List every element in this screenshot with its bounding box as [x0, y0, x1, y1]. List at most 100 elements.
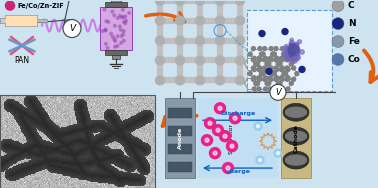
Circle shape [124, 15, 127, 18]
Circle shape [175, 0, 184, 5]
Circle shape [254, 62, 258, 66]
Circle shape [291, 44, 296, 49]
Circle shape [266, 68, 272, 74]
Circle shape [63, 20, 81, 38]
Circle shape [113, 24, 116, 27]
Circle shape [280, 47, 284, 51]
Circle shape [332, 18, 344, 30]
Bar [198, 98, 278, 178]
Circle shape [259, 72, 263, 76]
Circle shape [256, 156, 264, 164]
Circle shape [274, 58, 278, 62]
Circle shape [256, 62, 260, 66]
Circle shape [284, 54, 290, 60]
Circle shape [103, 8, 106, 11]
Circle shape [284, 52, 288, 56]
Circle shape [107, 20, 110, 23]
Bar [37, 19, 47, 22]
Circle shape [282, 72, 286, 76]
Text: C: C [348, 1, 355, 10]
Circle shape [261, 52, 265, 56]
Circle shape [195, 0, 204, 5]
Circle shape [218, 106, 222, 110]
Circle shape [256, 81, 260, 85]
Circle shape [271, 52, 275, 56]
Circle shape [268, 76, 272, 80]
Circle shape [293, 48, 299, 54]
Circle shape [215, 16, 225, 25]
Text: Fe: Fe [348, 37, 360, 46]
Ellipse shape [285, 107, 307, 117]
Circle shape [155, 76, 164, 85]
Bar [281, 98, 311, 178]
Circle shape [288, 47, 293, 52]
Circle shape [287, 49, 291, 53]
Circle shape [251, 47, 256, 51]
Circle shape [263, 67, 268, 71]
Circle shape [233, 116, 237, 120]
Text: V: V [69, 24, 75, 33]
Circle shape [269, 58, 273, 62]
Circle shape [295, 52, 299, 56]
Circle shape [124, 22, 127, 25]
Circle shape [280, 77, 284, 81]
Circle shape [292, 47, 296, 51]
Circle shape [251, 58, 256, 62]
Circle shape [175, 36, 184, 45]
Circle shape [259, 159, 262, 162]
Circle shape [274, 66, 278, 70]
Circle shape [122, 16, 125, 19]
Circle shape [122, 33, 125, 36]
Circle shape [258, 77, 262, 81]
Circle shape [282, 50, 288, 57]
Circle shape [258, 47, 262, 51]
Circle shape [263, 47, 266, 51]
Circle shape [195, 56, 204, 65]
Circle shape [263, 58, 266, 62]
Circle shape [273, 52, 276, 56]
Circle shape [299, 66, 305, 72]
Circle shape [215, 0, 225, 5]
Circle shape [259, 30, 265, 36]
Circle shape [269, 77, 273, 81]
Circle shape [284, 72, 288, 76]
Circle shape [279, 76, 284, 80]
Circle shape [226, 141, 237, 152]
Bar [168, 144, 192, 154]
Text: Co: Co [348, 55, 361, 64]
Bar [105, 50, 127, 55]
Text: Charge: Charge [226, 169, 251, 174]
Circle shape [223, 163, 234, 174]
Circle shape [292, 45, 299, 53]
Bar [247, 10, 332, 91]
Bar [112, 55, 120, 59]
Circle shape [332, 0, 344, 12]
Bar [168, 108, 192, 118]
Circle shape [119, 28, 122, 31]
Circle shape [286, 76, 290, 80]
Text: Seperator: Seperator [229, 123, 234, 154]
Circle shape [292, 58, 296, 62]
Circle shape [288, 47, 293, 52]
Circle shape [290, 53, 294, 57]
Circle shape [122, 30, 125, 32]
Circle shape [252, 56, 256, 60]
Circle shape [235, 36, 245, 45]
Circle shape [293, 44, 298, 49]
Circle shape [155, 36, 164, 45]
Circle shape [278, 62, 282, 66]
Circle shape [300, 50, 304, 54]
Ellipse shape [283, 103, 309, 121]
Circle shape [110, 32, 113, 35]
Circle shape [261, 72, 265, 76]
Circle shape [195, 16, 204, 25]
Ellipse shape [285, 155, 307, 165]
Circle shape [287, 56, 292, 61]
Circle shape [116, 45, 119, 47]
Circle shape [114, 45, 116, 48]
Circle shape [282, 52, 286, 56]
Circle shape [122, 21, 125, 23]
Circle shape [105, 20, 108, 23]
Circle shape [257, 125, 260, 128]
Circle shape [332, 36, 344, 48]
